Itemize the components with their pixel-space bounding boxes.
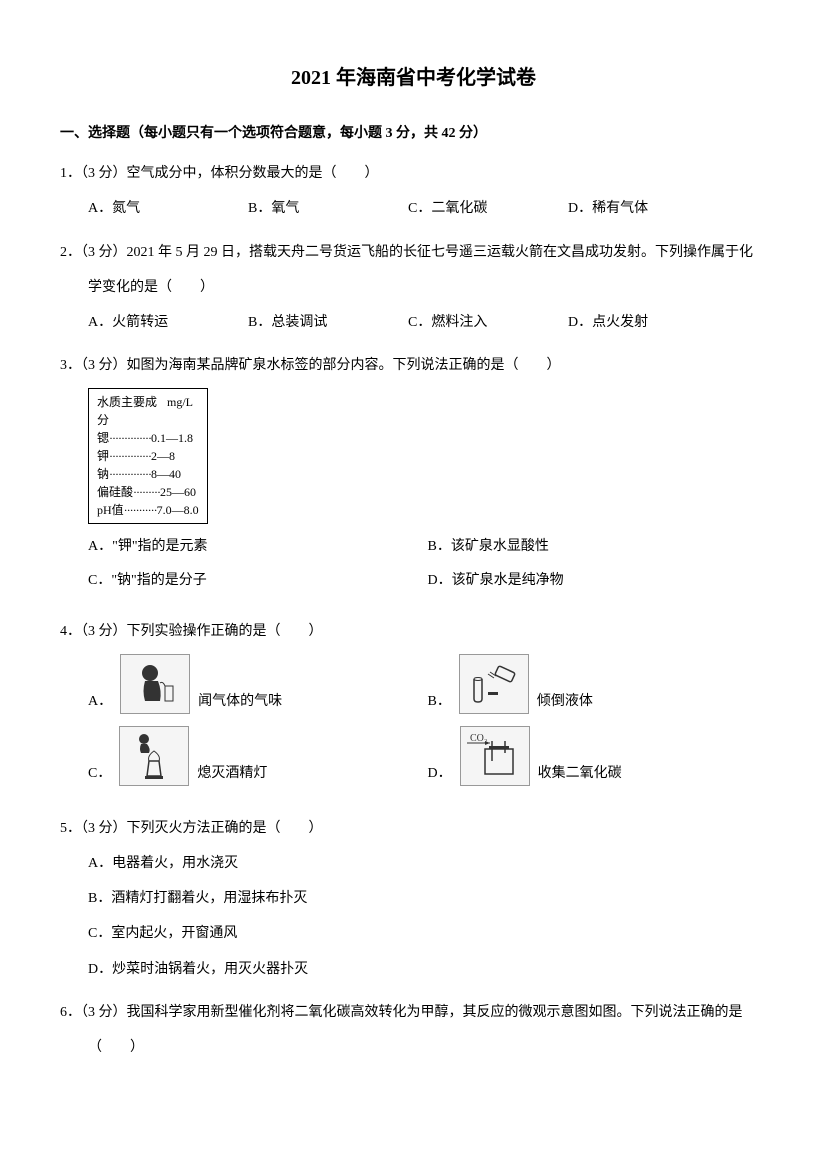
q3-option-c: C．"钠"指的是分子	[88, 568, 428, 593]
box-r1-l: 锶	[97, 429, 109, 447]
q2-option-d: D．点火发射	[568, 310, 728, 335]
box-header-right: mg/L	[167, 393, 193, 429]
q1-option-a: A．氮气	[88, 196, 248, 221]
q3-option-d: D．该矿泉水是纯净物	[428, 568, 768, 593]
q2-stem-line2: 学变化的是（ ）	[60, 275, 767, 300]
q6-stem-line1: 6．（3 分）我国科学家用新型催化剂将二氧化碳高效转化为甲醇，其反应的微观示意图…	[60, 1000, 767, 1025]
alcohol-lamp-icon	[119, 726, 189, 786]
dots: ···········	[124, 501, 157, 519]
box-r3-r: 8—40	[151, 465, 181, 483]
q3-option-b: B．该矿泉水显酸性	[428, 534, 768, 559]
q1-option-d: D．稀有气体	[568, 196, 728, 221]
q4-option-c: C． 熄灭酒精灯	[88, 726, 428, 786]
question-2: 2．（3 分）2021 年 5 月 29 日，搭载天舟二号货运飞船的长征七号遥三…	[60, 240, 767, 336]
dots: ··············	[109, 447, 151, 465]
section-header: 一、选择题（每小题只有一个选项符合题意，每小题 3 分，共 42 分）	[60, 121, 767, 146]
box-r4-r: 25—60	[160, 483, 196, 501]
dots: ·········	[133, 483, 160, 501]
box-r2-l: 钾	[97, 447, 109, 465]
smell-gas-icon	[120, 654, 190, 714]
q4-d-prefix: D．	[428, 761, 452, 786]
q1-option-c: C．二氧化碳	[408, 196, 568, 221]
q2-stem-line1: 2．（3 分）2021 年 5 月 29 日，搭载天舟二号货运飞船的长征七号遥三…	[60, 240, 767, 265]
question-6: 6．（3 分）我国科学家用新型催化剂将二氧化碳高效转化为甲醇，其反应的微观示意图…	[60, 1000, 767, 1060]
box-r1-r: 0.1—1.8	[151, 429, 193, 447]
q2-option-a: A．火箭转运	[88, 310, 248, 335]
q3-stem: 3．（3 分）如图为海南某品牌矿泉水标签的部分内容。下列说法正确的是（ ）	[60, 353, 767, 378]
pour-liquid-icon	[459, 654, 529, 714]
question-1: 1．（3 分）空气成分中，体积分数最大的是（ ） A．氮气 B．氧气 C．二氧化…	[60, 161, 767, 221]
page-title: 2021 年海南省中考化学试卷	[60, 60, 767, 96]
q4-option-d: D． CO₂ 收集二氧化碳	[428, 726, 768, 786]
box-header-left: 水质主要成分	[97, 393, 167, 429]
box-r3-l: 钠	[97, 465, 109, 483]
dots: ··············	[109, 429, 151, 447]
q4-c-prefix: C．	[88, 761, 111, 786]
box-r5-l: pH值	[97, 501, 124, 519]
q6-stem-line2: （ ）	[60, 1035, 767, 1060]
q2-option-c: C．燃料注入	[408, 310, 568, 335]
q4-d-label: 收集二氧化碳	[538, 761, 622, 786]
q4-a-label: 闻气体的气味	[198, 689, 282, 714]
q2-option-b: B．总装调试	[248, 310, 408, 335]
q4-b-prefix: B．	[428, 689, 451, 714]
q4-c-label: 熄灭酒精灯	[197, 761, 267, 786]
dots: ··············	[109, 465, 151, 483]
q4-b-label: 倾倒液体	[537, 689, 593, 714]
q3-option-a: A．"钾"指的是元素	[88, 534, 428, 559]
collect-co2-icon: CO₂	[460, 726, 530, 786]
box-r4-l: 偏硅酸	[97, 483, 133, 501]
box-r2-r: 2—8	[151, 447, 175, 465]
q1-option-b: B．氧气	[248, 196, 408, 221]
question-4: 4．（3 分）下列实验操作正确的是（ ） A． 闻气体的气味 B．	[60, 619, 767, 798]
q4-option-b: B． 倾倒液体	[428, 654, 768, 714]
q5-stem: 5．（3 分）下列灭火方法正确的是（ ）	[60, 816, 767, 841]
q5-option-d: D．炒菜时油锅着火，用灭火器扑灭	[88, 957, 767, 982]
q1-stem: 1．（3 分）空气成分中，体积分数最大的是（ ）	[60, 161, 767, 186]
question-5: 5．（3 分）下列灭火方法正确的是（ ） A．电器着火，用水浇灭 B．酒精灯打翻…	[60, 816, 767, 982]
box-r5-r: 7.0—8.0	[157, 501, 199, 519]
question-3: 3．（3 分）如图为海南某品牌矿泉水标签的部分内容。下列说法正确的是（ ） 水质…	[60, 353, 767, 601]
q5-option-a: A．电器着火，用水浇灭	[88, 851, 767, 876]
q4-option-a: A． 闻气体的气味	[88, 654, 428, 714]
q3-info-box: 水质主要成分 mg/L 锶 ·············· 0.1—1.8 钾 ·…	[88, 388, 208, 524]
q4-stem: 4．（3 分）下列实验操作正确的是（ ）	[60, 619, 767, 644]
q5-option-b: B．酒精灯打翻着火，用湿抹布扑灭	[88, 886, 767, 911]
q5-option-c: C．室内起火，开窗通风	[88, 921, 767, 946]
q4-a-prefix: A．	[88, 689, 112, 714]
svg-text:CO₂: CO₂	[470, 733, 487, 744]
